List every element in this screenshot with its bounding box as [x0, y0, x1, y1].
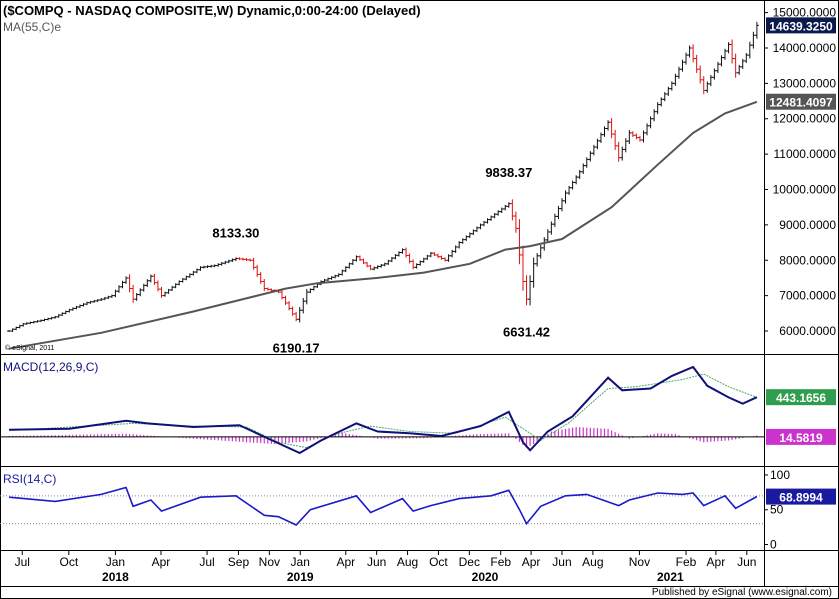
- rsi-tick-label: 50: [770, 503, 784, 517]
- price-annotation: 8133.30: [212, 226, 259, 241]
- price-tick-label: 9000.0000: [779, 218, 836, 232]
- price-bars: [7, 21, 759, 332]
- macd-value-label-box: [766, 389, 836, 406]
- x-month-label: Jun: [737, 555, 756, 569]
- ma-value-label: 12481.4097: [769, 96, 833, 110]
- rsi-label: RSI(14,C): [3, 472, 56, 486]
- price-annotation: 6631.42: [503, 325, 550, 340]
- price-tick-label: 14000.0000: [773, 41, 837, 55]
- macd-line: [9, 365, 758, 455]
- price-tick-label: 11000.0000: [773, 147, 836, 161]
- price-tick-label: 15000.0000: [773, 6, 837, 20]
- x-month-label: Jul: [199, 555, 214, 569]
- ma-label: MA(55,C)e: [3, 20, 61, 34]
- x-month-label: Apr: [522, 555, 541, 569]
- x-month-label: Oct: [429, 555, 448, 569]
- price-tick-label: 8000.0000: [779, 253, 836, 267]
- x-month-label: Aug: [397, 555, 418, 569]
- x-month-label: Oct: [59, 555, 78, 569]
- x-month-label: Jun: [367, 555, 386, 569]
- rsi-tick-label: 100: [770, 468, 790, 482]
- price-tick-label: 10000.0000: [773, 182, 837, 196]
- macd-value-label: 443.1656: [776, 391, 826, 405]
- x-month-label: Feb: [676, 555, 697, 569]
- ma-line: [8, 100, 758, 350]
- x-month-label: Apr: [707, 555, 726, 569]
- x-year-label: 2018: [102, 570, 129, 584]
- x-month-label: Apr: [336, 555, 355, 569]
- x-month-label: Apr: [152, 555, 171, 569]
- ma-value-label-box: [766, 93, 836, 110]
- rsi-value-label: 68.8994: [779, 491, 823, 505]
- esignal-watermark: © eSignal, 2011: [5, 344, 55, 352]
- x-month-label: Jan: [291, 555, 310, 569]
- last-price-label: 14639.3250: [769, 19, 833, 33]
- price-tick-label: 7000.0000: [779, 289, 836, 303]
- price-annotation: 9838.37: [485, 165, 532, 180]
- x-month-label: Sep: [228, 555, 250, 569]
- macd-histogram-value-label: 14.5819: [779, 431, 823, 445]
- macd-histogram-value-label-box: [766, 428, 836, 445]
- price-tick-label: 6000.0000: [779, 324, 836, 338]
- rsi-value-label-box: [766, 488, 836, 505]
- x-month-label: Feb: [490, 555, 511, 569]
- x-month-label: Nov: [629, 555, 650, 569]
- x-month-label: Nov: [259, 555, 280, 569]
- x-year-label: 2021: [657, 570, 684, 584]
- x-year-label: 2019: [287, 570, 314, 584]
- x-year-label: 2020: [472, 570, 499, 584]
- price-tick-label: 13000.0000: [773, 76, 837, 90]
- price-tick-label: 12000.0000: [773, 112, 837, 126]
- chart-title: ($COMPQ - NASDAQ COMPOSITE,W) Dynamic,0:…: [3, 3, 421, 18]
- price-annotation: 6190.17: [273, 340, 320, 355]
- rsi-tick-label: 0: [770, 538, 777, 552]
- x-month-label: Jun: [552, 555, 571, 569]
- x-month-label: Dec: [459, 555, 480, 569]
- macd-label: MACD(12,26,9,C): [3, 360, 98, 374]
- x-month-label: Aug: [582, 555, 603, 569]
- last-price-label-box: [766, 17, 836, 34]
- x-month-label: Jan: [106, 555, 125, 569]
- rsi-line: [9, 486, 758, 526]
- footer-credit: Published by eSignal (www.esignal.com): [652, 587, 832, 598]
- x-month-label: Jul: [15, 555, 30, 569]
